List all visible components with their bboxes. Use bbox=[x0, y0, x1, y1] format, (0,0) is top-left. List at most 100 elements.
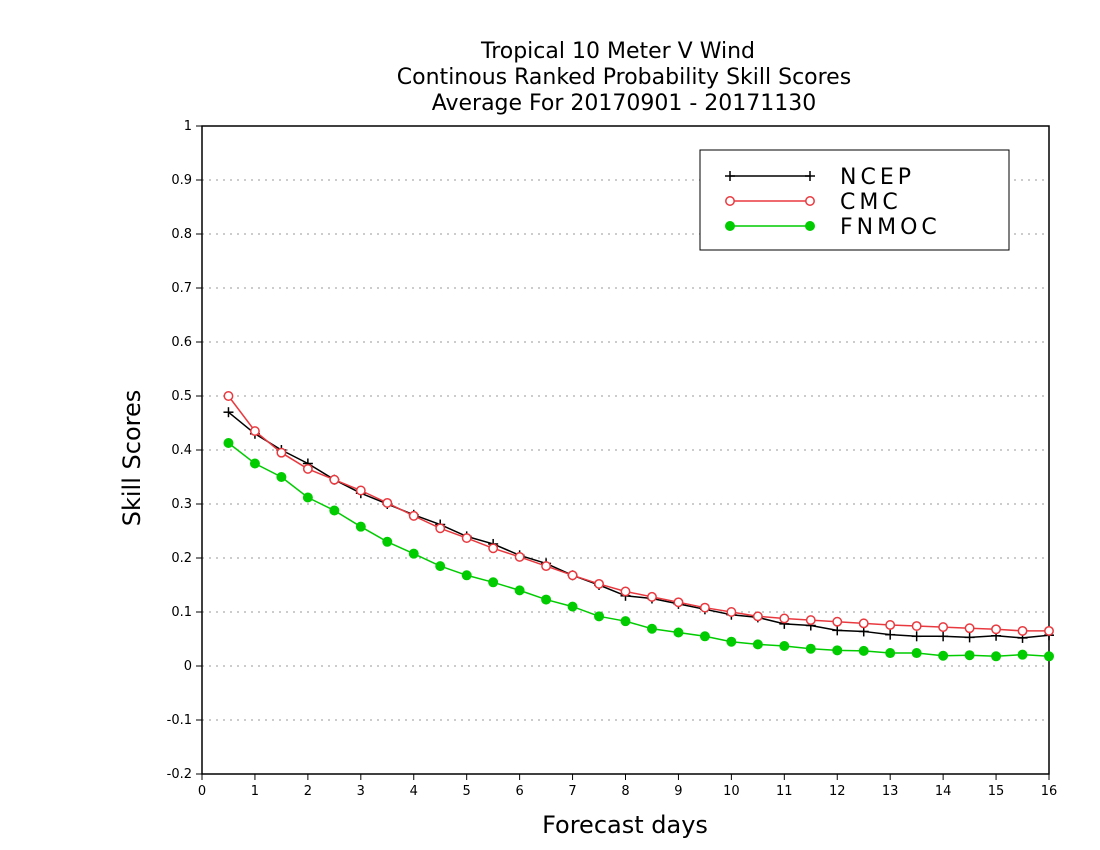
chart-title: Tropical 10 Meter V Wind Continous Ranke… bbox=[397, 39, 851, 116]
x-tick-label-0: 0 bbox=[198, 784, 206, 799]
x-tick-label-14: 14 bbox=[935, 784, 952, 799]
point-cmc-17 bbox=[673, 597, 684, 608]
point-fnmoc-13 bbox=[567, 601, 578, 612]
point-fnmoc-20 bbox=[752, 639, 763, 650]
y-tick-label-7: 0.5 bbox=[171, 389, 192, 404]
legend-marker-end-ncep bbox=[805, 171, 815, 181]
point-cmc-31 bbox=[1044, 625, 1054, 636]
series-line-fnmoc bbox=[228, 442, 1050, 658]
point-fnmoc-1 bbox=[249, 458, 260, 469]
point-fnmoc-28 bbox=[964, 650, 975, 661]
y-tick-label-3: 0.1 bbox=[171, 605, 192, 620]
point-cmc-3 bbox=[302, 463, 313, 474]
y-tick-label-11: 0.9 bbox=[171, 173, 192, 188]
point-fnmoc-18 bbox=[699, 631, 710, 642]
y-tick-label-5: 0.3 bbox=[171, 497, 192, 512]
y-tick-label-8: 0.6 bbox=[171, 335, 192, 350]
legend-label-cmc: CMC bbox=[840, 190, 902, 215]
x-tick-label-15: 15 bbox=[988, 784, 1005, 799]
x-tick-label-6: 6 bbox=[515, 784, 523, 799]
series-layer bbox=[223, 391, 1054, 662]
point-fnmoc-22 bbox=[805, 643, 816, 654]
legend-label-fnmoc: FNMOC bbox=[840, 215, 941, 240]
point-ncep-28 bbox=[964, 632, 975, 643]
series-line-ncep bbox=[227, 411, 1050, 639]
x-axis-label: Forecast days bbox=[542, 811, 708, 839]
point-fnmoc-31 bbox=[1044, 651, 1054, 662]
point-fnmoc-7 bbox=[408, 548, 419, 559]
point-fnmoc-4 bbox=[329, 505, 340, 516]
point-cmc-5 bbox=[355, 485, 366, 496]
point-fnmoc-2 bbox=[276, 472, 287, 482]
x-tick-label-12: 12 bbox=[829, 784, 846, 799]
x-tick-label-13: 13 bbox=[882, 784, 899, 799]
point-cmc-22 bbox=[805, 615, 816, 626]
point-cmc-13 bbox=[567, 570, 578, 581]
gridlines bbox=[202, 179, 1049, 721]
legend-marker-start-cmc bbox=[725, 196, 735, 206]
legend-marker-end-cmc bbox=[805, 196, 815, 206]
point-cmc-6 bbox=[382, 497, 393, 508]
point-cmc-4 bbox=[329, 474, 340, 485]
x-tick-label-16: 16 bbox=[1041, 784, 1058, 799]
x-tick-label-8: 8 bbox=[621, 784, 629, 799]
x-tick-label-1: 1 bbox=[251, 784, 259, 799]
point-fnmoc-25 bbox=[885, 648, 896, 659]
point-fnmoc-30 bbox=[1017, 649, 1028, 660]
point-cmc-12 bbox=[541, 561, 552, 572]
y-tick-label-12: 1 bbox=[184, 119, 192, 134]
y-axis-ticks: -0.2 -0.1 0 0.1 0.2 0.3 0.4 0.5 0.6 0.7 0.8 0.9 1 bbox=[167, 119, 202, 782]
x-tick-label-9: 9 bbox=[674, 784, 682, 799]
legend-marker-start-ncep bbox=[725, 171, 735, 181]
point-fnmoc-11 bbox=[514, 585, 525, 596]
point-fnmoc-9 bbox=[461, 570, 472, 581]
chart-title-line-1: Tropical 10 Meter V Wind bbox=[480, 39, 755, 64]
x-tick-label-2: 2 bbox=[304, 784, 312, 799]
series-fnmoc bbox=[223, 437, 1054, 662]
point-fnmoc-0 bbox=[223, 437, 234, 448]
point-cmc-11 bbox=[514, 551, 525, 562]
y-tick-label-10: 0.8 bbox=[171, 227, 192, 242]
point-cmc-7 bbox=[408, 510, 419, 521]
legend-item-ncep: NCEP bbox=[725, 165, 911, 190]
y-axis-label: Skill Scores bbox=[118, 390, 146, 527]
y-tick-label-2: 0 bbox=[184, 659, 192, 674]
point-cmc-24 bbox=[858, 618, 869, 629]
point-cmc-26 bbox=[911, 621, 922, 631]
y-tick-label-0: -0.2 bbox=[167, 767, 192, 782]
point-cmc-30 bbox=[1017, 625, 1028, 636]
y-tick-label-4: 0.2 bbox=[171, 551, 192, 566]
series-line-cmc bbox=[227, 395, 1049, 632]
x-tick-label-11: 11 bbox=[776, 784, 793, 799]
point-fnmoc-3 bbox=[302, 492, 313, 503]
point-cmc-0 bbox=[223, 391, 234, 401]
point-cmc-23 bbox=[832, 616, 843, 627]
point-cmc-9 bbox=[461, 533, 472, 543]
point-fnmoc-19 bbox=[726, 636, 737, 647]
x-tick-label-10: 10 bbox=[723, 784, 740, 799]
y-tick-label-1: -0.1 bbox=[167, 713, 192, 728]
point-cmc-20 bbox=[752, 611, 763, 622]
x-tick-label-7: 7 bbox=[568, 784, 576, 799]
point-cmc-18 bbox=[699, 602, 710, 613]
point-fnmoc-10 bbox=[488, 577, 499, 588]
point-cmc-19 bbox=[726, 607, 737, 617]
legend-item-fnmoc: FNMOC bbox=[725, 215, 941, 240]
point-cmc-10 bbox=[488, 543, 499, 554]
series-ncep bbox=[223, 407, 1054, 643]
point-ncep-23 bbox=[832, 625, 843, 636]
point-cmc-25 bbox=[885, 620, 896, 630]
point-fnmoc-21 bbox=[779, 641, 790, 652]
point-fnmoc-26 bbox=[911, 648, 922, 659]
chart-title-line-2: Continous Ranked Probability Skill Score… bbox=[397, 65, 851, 90]
point-cmc-1 bbox=[249, 426, 260, 437]
point-fnmoc-24 bbox=[858, 645, 869, 656]
point-cmc-21 bbox=[779, 613, 790, 624]
point-fnmoc-23 bbox=[832, 645, 843, 656]
point-ncep-27 bbox=[938, 631, 949, 642]
point-cmc-16 bbox=[647, 591, 657, 602]
point-fnmoc-8 bbox=[435, 561, 446, 572]
point-cmc-14 bbox=[594, 578, 604, 589]
